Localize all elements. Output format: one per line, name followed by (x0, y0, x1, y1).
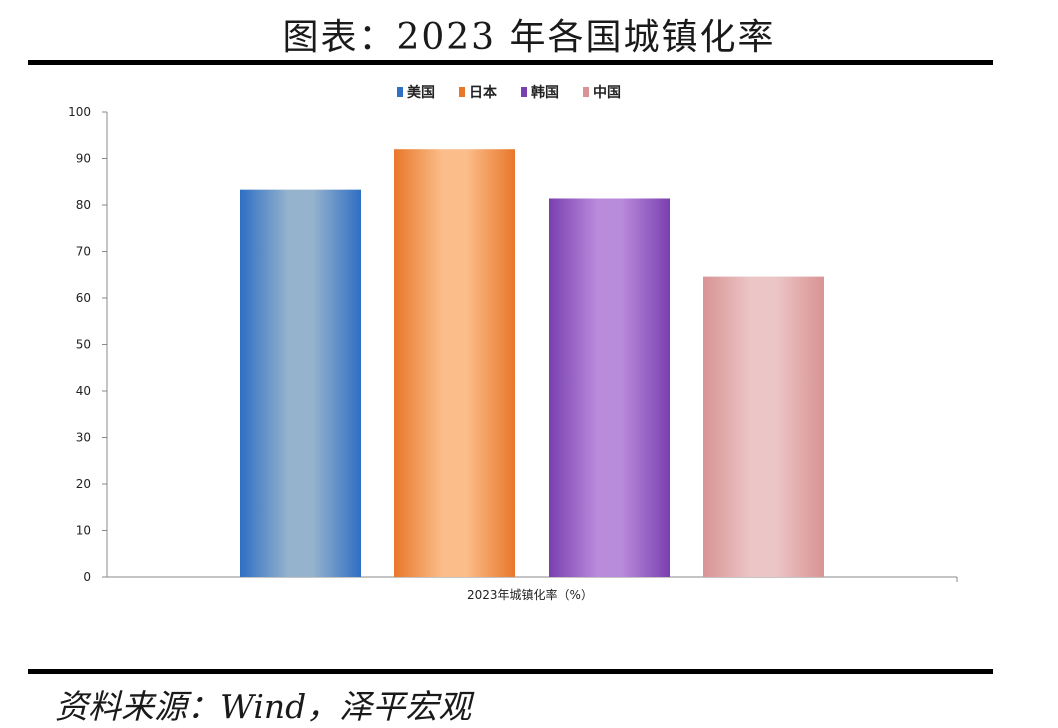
bars (240, 149, 824, 578)
page-title: 图表：2023 年各国城镇化率 (282, 17, 776, 58)
legend-swatch (521, 87, 527, 97)
y-tick-label: 40 (76, 384, 91, 398)
bar-3 (703, 276, 824, 577)
x-axis-label: 2023年城镇化率（%） (467, 587, 593, 602)
y-tick-label: 60 (76, 291, 91, 305)
y-tick-label: 0 (83, 570, 91, 584)
legend-label: 中国 (593, 84, 621, 101)
source-note: 资料来源：Wind，泽平宏观 (55, 687, 472, 726)
y-tick-label: 30 (76, 431, 91, 445)
bar-2 (549, 198, 670, 578)
y-tick-label: 100 (68, 105, 91, 119)
top-rule (28, 60, 993, 65)
legend-label: 美国 (407, 84, 435, 101)
y-tick-label: 10 (76, 524, 91, 538)
bar-0 (240, 189, 361, 577)
legend-swatch (583, 87, 589, 97)
y-tick-label: 20 (76, 477, 91, 491)
y-tick-label: 90 (76, 152, 91, 166)
y-tick-label: 70 (76, 245, 91, 259)
legend-label: 日本 (469, 84, 498, 101)
legend: 美国 日本 韩国 中国 (397, 84, 621, 101)
y-tick-label: 50 (76, 338, 91, 352)
legend-swatch (397, 87, 403, 97)
y-tick-label: 80 (76, 198, 91, 212)
legend-label: 韩国 (531, 84, 559, 101)
legend-swatch (459, 87, 465, 97)
bar-1 (394, 149, 515, 577)
bottom-rule (28, 669, 993, 674)
